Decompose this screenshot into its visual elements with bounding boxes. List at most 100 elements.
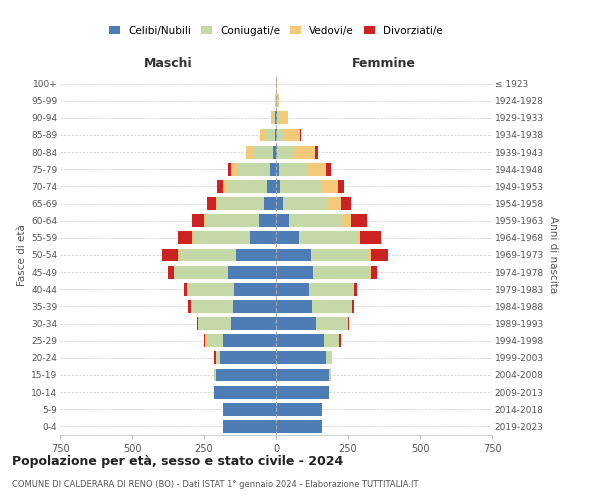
Bar xyxy=(220,352,276,364)
Bar xyxy=(299,232,356,244)
Text: COMUNE DI CALDERARA DI RENO (BO) - Dati ISTAT 1° gennaio 2024 - Elaborazione TUT: COMUNE DI CALDERARA DI RENO (BO) - Dati … xyxy=(12,480,419,489)
Bar xyxy=(326,352,332,364)
Bar xyxy=(311,248,368,262)
Bar xyxy=(277,94,279,107)
Bar xyxy=(371,266,377,278)
Text: Maschi: Maschi xyxy=(143,57,193,70)
Bar xyxy=(223,420,276,433)
Bar xyxy=(348,317,349,330)
Bar xyxy=(316,317,348,330)
Bar xyxy=(266,128,275,141)
Bar xyxy=(276,214,289,227)
Bar xyxy=(232,163,237,175)
Bar xyxy=(341,197,351,210)
Bar xyxy=(204,214,205,227)
Bar xyxy=(342,214,351,227)
Bar xyxy=(217,180,223,193)
Legend: Celibi/Nubili, Coniugati/e, Vedovi/e, Divorziati/e: Celibi/Nubili, Coniugati/e, Vedovi/e, Di… xyxy=(106,22,446,39)
Bar xyxy=(326,163,331,175)
Bar xyxy=(214,352,215,364)
Bar xyxy=(277,128,284,141)
Bar xyxy=(229,163,232,175)
Bar xyxy=(354,283,356,296)
Bar xyxy=(259,214,276,227)
Bar xyxy=(356,232,359,244)
Bar xyxy=(340,334,341,347)
Bar xyxy=(236,248,276,262)
Bar xyxy=(320,180,338,193)
Bar xyxy=(188,300,191,313)
Bar xyxy=(309,283,354,296)
Bar xyxy=(276,403,322,415)
Bar xyxy=(370,266,371,278)
Bar xyxy=(323,334,340,347)
Bar xyxy=(191,300,233,313)
Bar xyxy=(329,368,331,382)
Bar xyxy=(276,163,279,175)
Bar xyxy=(184,283,187,296)
Bar xyxy=(276,232,299,244)
Bar xyxy=(276,352,326,364)
Bar xyxy=(174,266,229,278)
Bar xyxy=(368,248,371,262)
Bar xyxy=(289,214,342,227)
Bar xyxy=(328,197,341,210)
Bar xyxy=(162,248,178,262)
Text: Popolazione per età, sesso e stato civile - 2024: Popolazione per età, sesso e stato civil… xyxy=(12,455,343,468)
Bar xyxy=(280,180,320,193)
Bar xyxy=(237,163,270,175)
Bar xyxy=(229,266,276,278)
Bar xyxy=(351,214,367,227)
Bar xyxy=(276,180,280,193)
Bar xyxy=(204,334,205,347)
Bar xyxy=(218,197,265,210)
Bar xyxy=(371,248,388,262)
Bar xyxy=(215,197,218,210)
Bar xyxy=(271,112,273,124)
Bar xyxy=(193,214,204,227)
Bar xyxy=(276,128,277,141)
Bar xyxy=(233,300,276,313)
Bar xyxy=(273,112,275,124)
Bar xyxy=(178,248,179,262)
Bar xyxy=(260,128,266,141)
Bar xyxy=(168,266,174,278)
Bar xyxy=(277,112,279,124)
Bar xyxy=(312,300,352,313)
Bar xyxy=(313,266,370,278)
Bar xyxy=(246,146,254,158)
Bar xyxy=(232,317,276,330)
Bar xyxy=(194,232,250,244)
Bar xyxy=(276,386,329,398)
Bar xyxy=(283,197,328,210)
Bar xyxy=(227,180,268,193)
Bar xyxy=(270,163,276,175)
Y-axis label: Fasce di età: Fasce di età xyxy=(17,224,27,286)
Bar xyxy=(268,180,276,193)
Bar xyxy=(276,197,283,210)
Bar xyxy=(254,146,273,158)
Bar xyxy=(187,283,188,296)
Bar xyxy=(223,334,276,347)
Bar xyxy=(276,368,329,382)
Bar xyxy=(193,232,194,244)
Bar xyxy=(205,214,259,227)
Bar xyxy=(352,300,354,313)
Bar xyxy=(234,283,276,296)
Bar xyxy=(338,180,344,193)
Bar xyxy=(279,112,287,124)
Bar xyxy=(315,146,318,158)
Bar xyxy=(276,283,309,296)
Bar xyxy=(197,317,198,330)
Bar xyxy=(188,283,234,296)
Bar xyxy=(275,128,276,141)
Bar xyxy=(214,368,215,382)
Bar xyxy=(276,317,316,330)
Bar xyxy=(276,420,322,433)
Bar xyxy=(215,352,220,364)
Bar xyxy=(265,197,276,210)
Bar xyxy=(277,146,293,158)
Bar xyxy=(276,266,313,278)
Bar xyxy=(223,180,227,193)
Bar xyxy=(300,128,301,141)
